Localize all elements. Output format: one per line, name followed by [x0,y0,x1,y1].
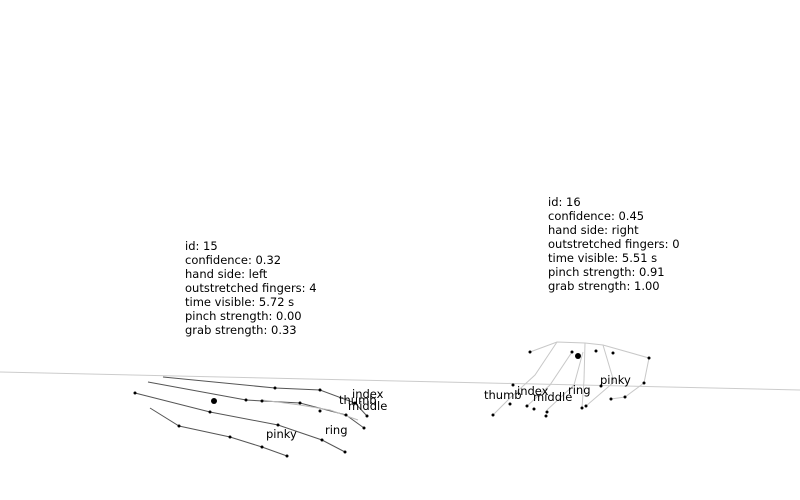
finger-label-pinky-right: pinky [600,373,631,387]
finger-label-index-left: index [352,387,384,401]
joints-right [491,349,651,418]
finger-ring-left [134,392,346,453]
finger-index-left [162,376,368,417]
confidence-text: confidence: 0.45 [548,209,645,223]
time-visible-text: time visible: 5.72 s [185,295,295,309]
finger-label-middle-left: middle [348,399,387,413]
pinch-strength-text: pinch strength: 0.00 [185,309,302,323]
grab-strength-text: grab strength: 1.00 [548,279,660,293]
hand-side-text: hand side: left [185,267,268,281]
finger-label-thumb-left: thumb [339,393,377,407]
finger-label-pinky-left: pinky [266,427,297,441]
hand-id-text: id: 15 [185,239,218,253]
finger-label-ring-left: ring [325,423,348,437]
hand-skeleton-right: thumb index middle ring pinky [484,341,651,418]
outstretched-fingers-text: outstretched fingers: 0 [548,237,680,251]
finger-label-middle-right: middle [533,390,572,404]
time-visible-text: time visible: 5.51 s [548,251,658,265]
horizon-line [0,371,800,391]
joints-left [133,386,369,458]
hand-id-text: id: 16 [548,195,581,209]
finger-label-index-right: index [517,384,549,398]
hand-skeleton-left: index thumb middle ring pinky [133,376,387,458]
palm-center-right [575,353,581,359]
outstretched-fingers-text: outstretched fingers: 4 [185,281,317,295]
grab-strength-text: grab strength: 0.33 [185,323,297,337]
palm-center-left [211,398,217,404]
hand-info-panel-right: id: 16 confidence: 0.45 hand side: right… [548,195,680,293]
bones-right [492,341,650,416]
finger-thumb-left [261,399,359,421]
confidence-text: confidence: 0.32 [185,253,282,267]
finger-label-ring-right: ring [568,383,591,397]
pinch-strength-text: pinch strength: 0.91 [548,265,665,279]
finger-label-thumb-right: thumb [484,388,522,402]
hand-info-panel-left: id: 15 confidence: 0.32 hand side: left … [185,239,317,337]
hand-side-text: hand side: right [548,223,639,237]
